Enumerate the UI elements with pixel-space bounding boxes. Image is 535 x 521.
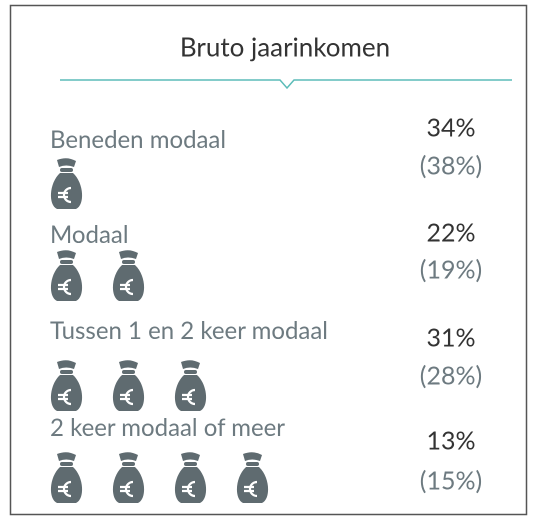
row-label: Modaal [50,220,128,249]
euro-sign [120,480,134,498]
bag-flap [119,452,138,461]
euro-sign [58,480,72,498]
euro-sign [244,480,258,498]
bag-knot [60,260,73,264]
bag-knot [122,370,135,374]
bag-flap [119,360,138,369]
bag-flap [57,250,76,259]
money-bag [50,452,83,503]
comparison: (19%) [420,254,482,284]
euro-sign [58,186,72,204]
bag-knot [184,462,197,466]
money-bag [174,452,207,503]
divider [60,79,512,90]
bag-knot [60,370,73,374]
card [9,4,528,516]
bag-flap [57,158,76,167]
comparison: (15%) [420,465,482,495]
bag-flap [243,452,262,461]
money-bag [112,360,145,411]
bag-knot [60,168,73,172]
bag-flap [181,360,200,369]
share: 13% [426,425,475,455]
share: 31% [426,322,475,352]
money-bag [112,250,145,301]
bag-flap [181,452,200,461]
money-bag [112,452,145,503]
euro-sign [58,388,72,406]
bag-flap [57,360,76,369]
money-bag [50,360,83,411]
euro-sign [58,278,72,296]
bag-knot [60,462,73,466]
title: Bruto jaarinkomen [180,31,390,63]
euro-sign [182,388,196,406]
bag-knot [122,260,135,264]
bag-knot [246,462,259,466]
money-bag [50,250,83,301]
bag-flap [57,452,76,461]
euro-sign [120,388,134,406]
bag-flap [119,250,138,259]
money-bag [50,158,83,209]
row-label: Tussen 1 en 2 keer modaal [50,316,328,345]
euro-sign [182,480,196,498]
share: 34% [426,112,475,142]
euro-sign [120,278,134,296]
bag-knot [184,370,197,374]
money-bag [174,360,207,411]
comparison: (28%) [420,360,482,390]
row-label: Beneden modaal [50,125,226,154]
comparison: (38%) [420,150,482,180]
bag-knot [122,462,135,466]
money-bag [236,452,269,503]
row-label: 2 keer modaal of meer [50,413,285,442]
share: 22% [426,217,475,247]
